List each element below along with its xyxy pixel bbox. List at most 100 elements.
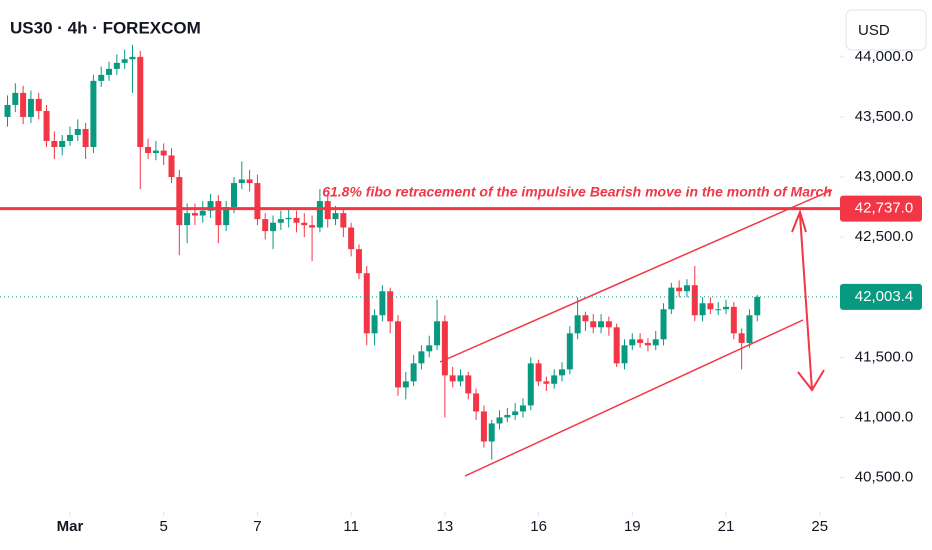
candle-body <box>199 210 206 216</box>
candle-body <box>246 179 253 184</box>
y-tick-label: 44,000.0 <box>855 48 913 65</box>
y-tick-label: 40,500.0 <box>855 469 913 486</box>
candle-body <box>35 98 42 111</box>
candle-body <box>301 222 308 226</box>
candle-body <box>121 59 128 63</box>
candle-body <box>379 291 386 316</box>
candle-body <box>457 375 464 382</box>
x-tick-label: 7 <box>253 518 261 535</box>
candle-body <box>652 339 659 346</box>
last-price-box <box>840 283 922 310</box>
x-tick-label: 25 <box>811 518 828 535</box>
candle-body <box>715 309 722 311</box>
x-tick-label: 13 <box>437 518 454 535</box>
annotation: 61.8% fibo retracement of the impulsive … <box>322 184 832 200</box>
channel-lower <box>464 319 804 477</box>
y-tick-label: 41,500.0 <box>855 348 913 365</box>
candle-body <box>277 219 284 223</box>
candle-body <box>355 249 362 274</box>
candle-body <box>598 321 605 328</box>
y-tick-label: 43,500.0 <box>855 108 913 125</box>
candle-body <box>566 333 573 370</box>
x-tick-label: 16 <box>530 518 547 535</box>
candle-body <box>504 415 511 418</box>
down-arrow <box>791 208 825 392</box>
candle-body <box>590 321 597 328</box>
candle-body <box>168 155 175 178</box>
candle-body <box>582 315 589 322</box>
x-tick-label: 21 <box>718 518 735 535</box>
candle-body <box>285 217 292 220</box>
candle-body <box>387 291 394 322</box>
candle-body <box>293 217 300 223</box>
y-tick-label: 42,500.0 <box>855 228 913 245</box>
candle-body <box>676 287 683 292</box>
currency-label[interactable]: USD <box>858 22 890 39</box>
x-tick-label: 11 <box>343 518 359 535</box>
candle-body <box>527 363 534 406</box>
candle-body <box>160 150 167 156</box>
candle-body <box>98 74 105 81</box>
candle-body <box>683 285 690 292</box>
candle-body <box>707 303 714 310</box>
candle-body <box>473 393 480 412</box>
x-tick-label: Mar <box>57 518 84 535</box>
candle-body <box>668 287 675 310</box>
candle-body <box>441 321 448 376</box>
candle-body <box>519 405 526 412</box>
candle-body <box>27 98 34 117</box>
x-tick-label: 5 <box>160 518 168 535</box>
candle-body <box>215 201 222 226</box>
y-tick-label: 41,000.0 <box>855 408 913 425</box>
candle-body <box>371 315 378 334</box>
candle-body <box>363 273 370 334</box>
candle-body <box>12 92 19 105</box>
candle-body <box>426 345 433 352</box>
candle-body <box>730 306 737 334</box>
candle-body <box>270 222 277 232</box>
candle-body <box>20 92 27 117</box>
candle-body <box>113 62 120 69</box>
currency-button[interactable] <box>845 9 927 51</box>
candle-body <box>699 303 706 316</box>
candle-body <box>449 375 456 382</box>
candle-body <box>410 363 417 382</box>
candle-body <box>746 315 753 343</box>
candle-body <box>660 309 667 340</box>
candle-body <box>488 423 495 442</box>
candle-body <box>309 225 316 228</box>
candle-body <box>613 327 620 364</box>
candle-body <box>340 213 347 228</box>
candle-body <box>543 381 550 384</box>
candle-body <box>176 177 183 226</box>
candle-body <box>551 375 558 384</box>
candle-body <box>605 321 612 328</box>
candle-body <box>90 80 97 148</box>
candle-body <box>332 213 339 220</box>
candle-body <box>574 315 581 334</box>
candle-body <box>754 296 761 316</box>
candle-body <box>465 375 472 394</box>
candle-body <box>348 227 355 250</box>
symbol-title: US30 · 4h · FOREXCOM <box>10 18 201 37</box>
x-tick-label: 19 <box>624 518 641 535</box>
candle-body <box>191 213 198 216</box>
candle-body <box>74 128 81 135</box>
candle-body <box>4 104 11 117</box>
candle-body <box>43 110 50 141</box>
candle-body <box>738 333 745 343</box>
channel-upper <box>439 189 833 363</box>
candle-body <box>59 140 66 148</box>
last-price-label: 42,003.4 <box>855 288 913 305</box>
candle-body <box>238 179 245 184</box>
candle-body <box>316 201 323 228</box>
candle-body <box>559 369 566 376</box>
candle-body <box>66 134 73 141</box>
candle-body <box>207 201 214 211</box>
candle-body <box>691 285 698 316</box>
fibo-box <box>840 195 922 222</box>
candle-body <box>152 150 159 154</box>
